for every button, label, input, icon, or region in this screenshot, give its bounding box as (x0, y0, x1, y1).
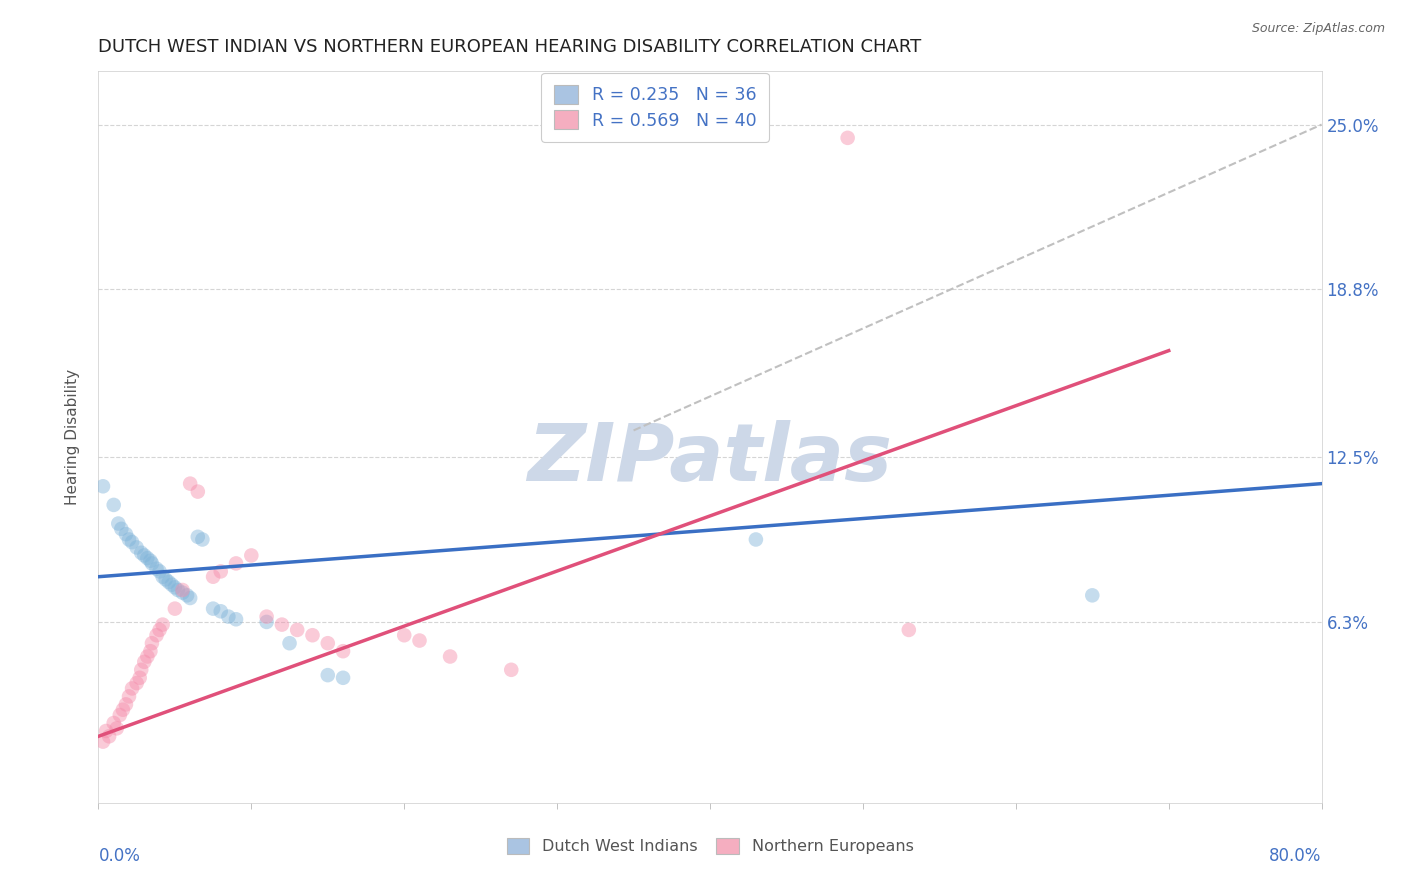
Point (179, 476, 201, 491)
Point (139, 644, 162, 658)
Point (270, 617, 292, 632)
Point (134, 655, 156, 669)
Text: 80.0%: 80.0% (1270, 847, 1322, 864)
Point (129, 663, 152, 677)
Point (439, 649, 461, 664)
Point (103, 716, 125, 731)
Point (149, 565, 172, 579)
Point (285, 623, 308, 637)
Point (240, 549, 263, 563)
Point (301, 628, 323, 642)
Point (163, 580, 186, 594)
Point (141, 557, 163, 571)
Point (121, 681, 143, 696)
Point (121, 535, 143, 549)
Point (129, 546, 152, 560)
Point (187, 484, 209, 499)
Point (149, 623, 172, 637)
Point (103, 498, 125, 512)
Point (152, 570, 174, 584)
Point (108, 708, 131, 723)
Point (278, 636, 301, 650)
Point (202, 601, 225, 615)
Point (501, 663, 523, 677)
Point (110, 522, 132, 536)
Text: 0.0%: 0.0% (98, 847, 141, 864)
Point (187, 530, 209, 544)
Point (225, 612, 247, 626)
Point (837, 131, 859, 145)
Point (125, 541, 148, 555)
Point (176, 588, 198, 602)
Point (105, 722, 128, 736)
Point (167, 582, 190, 597)
Point (217, 609, 239, 624)
Point (316, 636, 339, 650)
Point (745, 533, 768, 547)
Text: DUTCH WEST INDIAN VS NORTHERN EUROPEAN HEARING DISABILITY CORRELATION CHART: DUTCH WEST INDIAN VS NORTHERN EUROPEAN H… (98, 38, 922, 56)
Point (202, 570, 225, 584)
Point (118, 690, 141, 704)
Point (1081, 588, 1104, 602)
Point (191, 533, 214, 547)
Point (145, 562, 167, 576)
Point (897, 623, 920, 637)
Point (111, 703, 134, 717)
Legend: Dutch West Indians, Northern Europeans: Dutch West Indians, Northern Europeans (501, 831, 920, 861)
Point (209, 565, 232, 579)
Point (332, 671, 354, 685)
Point (209, 604, 232, 618)
Point (125, 676, 148, 690)
Point (107, 516, 129, 531)
Point (139, 554, 162, 568)
Point (98, 729, 121, 743)
Text: ZIPatlas: ZIPatlas (527, 420, 893, 498)
Point (172, 585, 194, 599)
Point (256, 609, 278, 624)
Point (163, 601, 186, 615)
Point (136, 649, 159, 664)
Point (136, 551, 159, 566)
Y-axis label: Hearing Disability: Hearing Disability (65, 369, 80, 505)
Point (316, 668, 339, 682)
Point (115, 698, 138, 712)
Point (155, 573, 177, 587)
Text: Source: ZipAtlas.com: Source: ZipAtlas.com (1251, 22, 1385, 36)
Point (134, 549, 156, 563)
Point (145, 628, 167, 642)
Point (141, 636, 163, 650)
Point (94, 723, 117, 738)
Point (91, 734, 114, 748)
Point (392, 628, 416, 642)
Point (157, 575, 180, 590)
Point (256, 615, 278, 629)
Point (152, 617, 174, 632)
Point (128, 671, 150, 685)
Point (408, 633, 430, 648)
Point (160, 577, 183, 591)
Point (115, 527, 138, 541)
Point (91, 479, 114, 493)
Point (179, 591, 201, 605)
Point (172, 582, 194, 597)
Point (225, 557, 247, 571)
Point (118, 533, 141, 547)
Point (332, 644, 354, 658)
